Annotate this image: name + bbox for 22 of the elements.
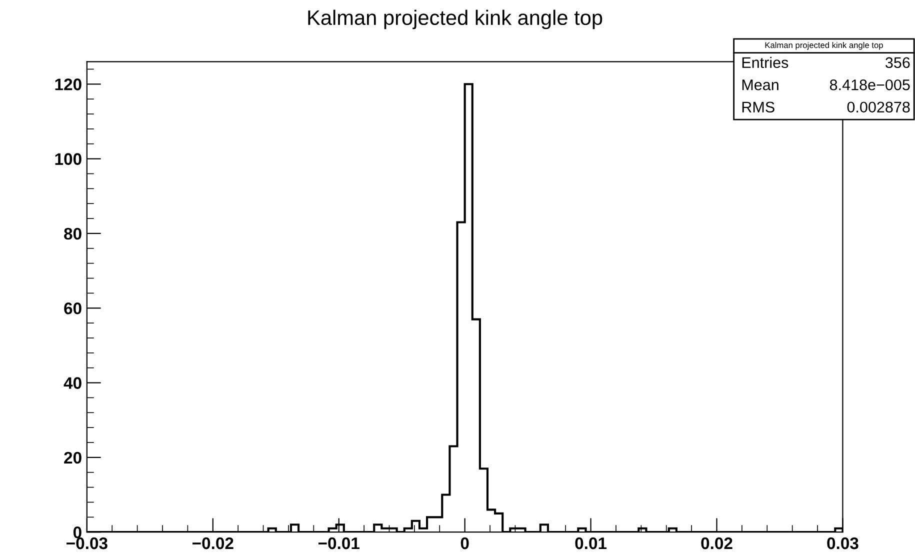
x-tick-label: −0.03	[66, 537, 108, 550]
annotation: Mean	[742, 80, 778, 90]
y-tick-label: 100	[55, 153, 82, 165]
y-tick-label: 0	[73, 526, 82, 538]
y-tick-label: 20	[64, 452, 82, 464]
annotation: Entries	[742, 56, 788, 68]
text: Kalman projected kink angle top	[765, 42, 883, 50]
y-tick-label: 60	[64, 302, 82, 314]
chart-title: Kalman projected kink angle top	[308, 10, 602, 30]
annotation: 8.418e−005	[830, 79, 910, 90]
x-tick-label: 0.02	[701, 537, 732, 550]
x-tick-label: 0.01	[575, 537, 607, 550]
x-tick-label: 0	[460, 537, 469, 550]
text: 356	[886, 57, 910, 68]
x-tick-label: −0.02	[192, 537, 234, 550]
x-tick-label: 0.03	[827, 537, 858, 550]
x-tick-label: −0.01	[318, 537, 360, 550]
annotation: RMS	[742, 102, 774, 113]
y-tick-label: 80	[64, 228, 82, 240]
text: 0.002878	[847, 102, 910, 113]
y-tick-label: 40	[64, 377, 82, 389]
y-tick-label: 120	[55, 78, 82, 90]
